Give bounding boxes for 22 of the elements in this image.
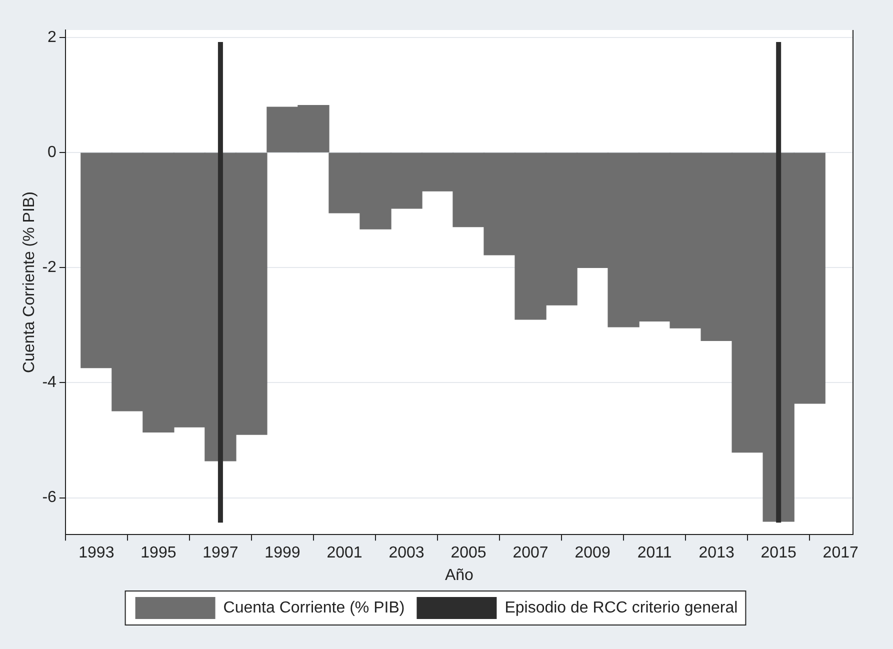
y-tick-label: -2 <box>42 259 57 276</box>
x-tick-label: 1995 <box>140 544 176 562</box>
x-tick-label: 2005 <box>450 544 486 562</box>
legend-label: Episodio de RCC criterio general <box>504 599 738 616</box>
x-tick-label: 2003 <box>388 544 424 562</box>
y-tick-label: 0 <box>48 144 57 161</box>
y-tick-label: 2 <box>48 28 57 46</box>
x-tick-label: 1997 <box>202 544 238 562</box>
x-tick-label: 2017 <box>822 544 858 562</box>
x-tick-label: 1993 <box>78 544 114 562</box>
x-tick-label: 2015 <box>760 544 796 562</box>
x-tick-label: 2013 <box>698 544 734 562</box>
x-tick-label: 2011 <box>637 544 672 562</box>
x-tick-label: 2007 <box>512 544 548 562</box>
x-tick-label: 1999 <box>264 544 300 562</box>
y-tick-label: -4 <box>42 374 57 392</box>
x-tick-label: 2001 <box>326 544 362 562</box>
legend-label: Cuenta Corriente (% PIB) <box>223 599 405 616</box>
x-tick-label: 2009 <box>574 544 610 562</box>
x-axis-title: Año <box>444 566 474 584</box>
y-axis-title: Cuenta Corriente (% PIB) <box>21 192 38 374</box>
y-tick-label: -6 <box>42 489 57 506</box>
